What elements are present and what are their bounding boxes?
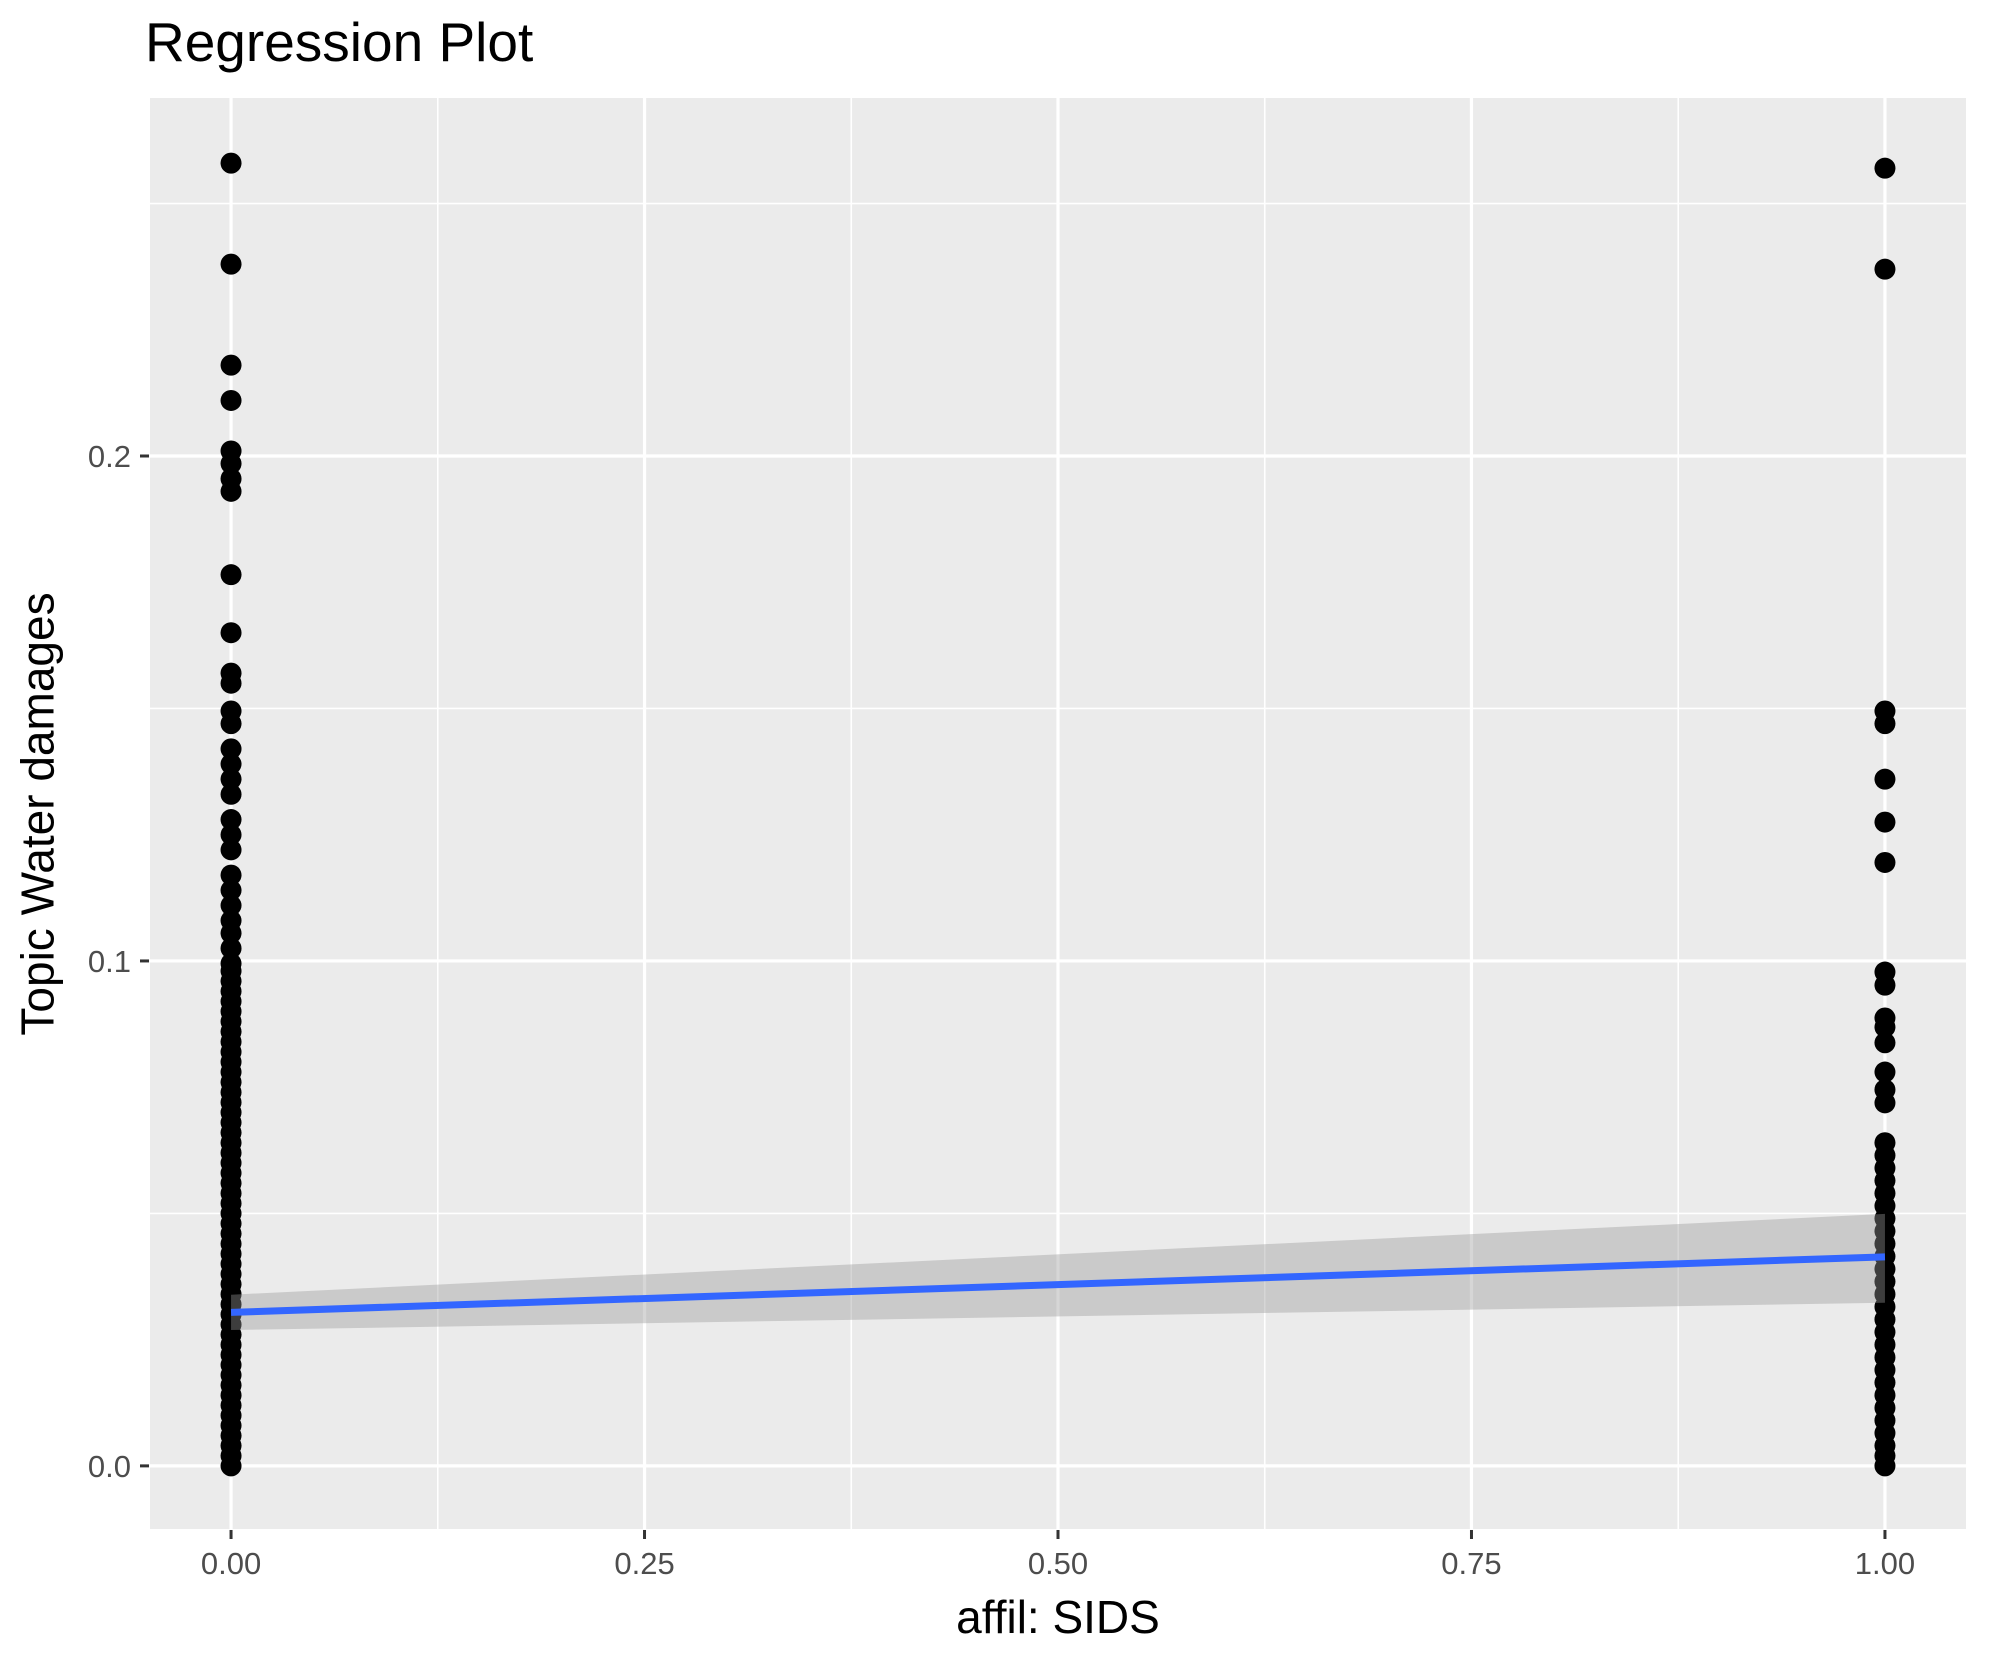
data-point <box>1874 811 1896 833</box>
data-point <box>1874 258 1896 280</box>
data-point <box>220 622 242 644</box>
data-point <box>1874 1032 1896 1054</box>
data-point <box>1874 974 1896 996</box>
data-point <box>220 389 242 411</box>
data-point <box>220 453 242 475</box>
data-point <box>220 253 242 275</box>
chart-title: Regression Plot <box>145 11 534 73</box>
data-point <box>1874 1016 1896 1038</box>
data-point <box>220 564 242 586</box>
x-tick-label: 0.00 <box>201 1546 261 1581</box>
y-tick-label: 0.2 <box>88 439 131 474</box>
x-tick-label: 1.00 <box>1855 1546 1915 1581</box>
data-point <box>220 894 242 916</box>
data-point <box>220 672 242 694</box>
x-axis-title: affil: SIDS <box>956 1591 1160 1643</box>
data-point <box>1874 1092 1896 1114</box>
data-point <box>220 753 242 775</box>
data-point <box>220 824 242 846</box>
data-point <box>220 839 242 861</box>
data-point <box>220 768 242 790</box>
y-tick-label: 0.0 <box>88 1449 131 1484</box>
data-point <box>220 922 242 944</box>
y-tick-label: 0.1 <box>88 944 131 979</box>
data-point <box>220 713 242 735</box>
data-point <box>220 809 242 831</box>
data-point <box>1874 1455 1896 1477</box>
x-tick-label: 0.25 <box>614 1546 674 1581</box>
data-point <box>220 480 242 502</box>
data-point <box>220 864 242 886</box>
data-point <box>220 1455 242 1477</box>
data-point <box>220 152 242 174</box>
data-point <box>220 354 242 376</box>
x-tick-label: 0.75 <box>1441 1546 1501 1581</box>
data-point <box>220 783 242 805</box>
data-point <box>220 738 242 760</box>
data-point <box>1874 768 1896 790</box>
regression-line <box>230 1253 1886 1316</box>
data-point <box>220 879 242 901</box>
data-point <box>1874 1061 1896 1083</box>
data-point <box>220 937 242 959</box>
x-tick-label: 0.50 <box>1028 1546 1088 1581</box>
data-point <box>1874 713 1896 735</box>
data-point <box>1874 851 1896 873</box>
data-point <box>1874 157 1896 179</box>
